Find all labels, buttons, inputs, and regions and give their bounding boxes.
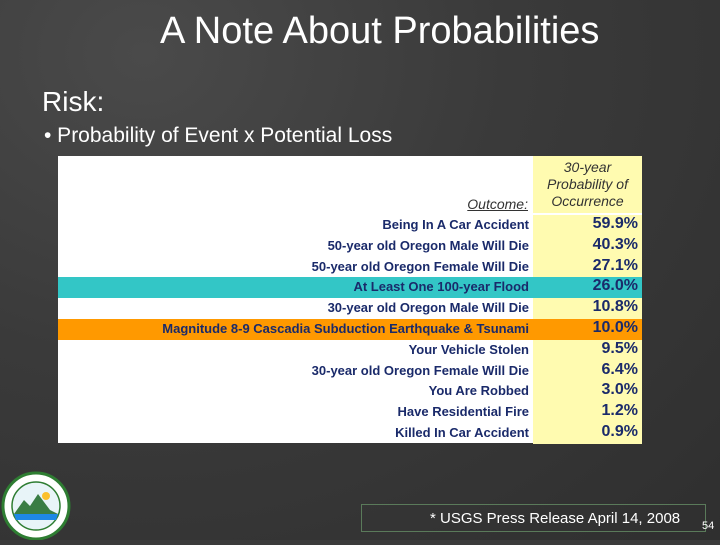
probability-table: 30-year Probability of Occurrence Outcom… xyxy=(58,156,642,444)
outcome-label: You Are Robbed xyxy=(428,383,529,399)
outcome-label: 30-year old Oregon Female Will Die xyxy=(311,362,529,378)
bullet-point: • Probability of Event x Potential Loss xyxy=(44,124,393,147)
table-row: You Are Robbed 3.0% xyxy=(58,381,642,403)
slide-subhead: Risk: xyxy=(42,86,105,117)
table-row: Have Residential Fire 1.2% xyxy=(58,402,642,423)
probability-value: 6.4% xyxy=(601,360,638,378)
outcome-label: 50-year old Oregon Male Will Die xyxy=(327,237,529,253)
page-number: 54 xyxy=(702,520,715,532)
outcome-header: Outcome: xyxy=(467,196,528,212)
header-line-2: Probability of xyxy=(547,176,628,192)
table-rows: Being In A Car Accident 59.9% 50-year old… xyxy=(58,215,642,444)
probability-value: 59.9% xyxy=(592,215,638,232)
probability-column-header: 30-year Probability of Occurrence xyxy=(533,156,642,213)
table-row: 50-year old Oregon Female Will Die 27.1% xyxy=(58,256,642,278)
outcome-label: Your Vehicle Stolen xyxy=(408,341,529,357)
outcome-label: Killed In Car Accident xyxy=(395,424,529,440)
table-row: Being In A Car Accident 59.9% xyxy=(58,215,642,236)
probability-value: 10.8% xyxy=(592,298,638,316)
probability-value: 1.2% xyxy=(601,402,638,420)
table-row: 30-year old Oregon Female Will Die 6.4% xyxy=(58,360,642,382)
footer-citation: * USGS Press Release April 14, 2008 xyxy=(430,510,681,527)
header-line-1: 30-year xyxy=(563,159,612,175)
header-line-3: Occurrence xyxy=(551,193,624,209)
probability-value: 9.5% xyxy=(601,339,638,357)
probability-value: 27.1% xyxy=(592,256,638,274)
outcome-label: 30-year old Oregon Male Will Die xyxy=(327,300,529,316)
table-row-earthquake-highlight: Magnitude 8-9 Cascadia Subduction Earthq… xyxy=(58,318,642,340)
table-row: Your Vehicle Stolen 9.5% xyxy=(58,339,642,361)
probability-value: 26.0% xyxy=(592,277,638,295)
slide-title: A Note About Probabilities xyxy=(160,10,600,52)
table-row: 30-year old Oregon Male Will Die 10.8% xyxy=(58,298,642,319)
table-row: Killed In Car Accident 0.9% xyxy=(58,422,642,444)
outcome-label: Have Residential Fire xyxy=(397,404,530,420)
outcome-label: Being In A Car Accident xyxy=(382,217,529,232)
footer-box xyxy=(361,504,706,532)
outcome-label: At Least One 100-year Flood xyxy=(353,279,529,295)
probability-value: 10.0% xyxy=(592,318,638,336)
table-row: 50-year old Oregon Male Will Die 40.3% xyxy=(58,235,642,257)
probability-value: 3.0% xyxy=(601,381,638,399)
outcome-label: 50-year old Oregon Female Will Die xyxy=(311,258,529,274)
outcome-label: Magnitude 8-9 Cascadia Subduction Earthq… xyxy=(162,320,529,336)
oregon-seal-icon xyxy=(0,466,72,541)
probability-value: 0.9% xyxy=(601,422,638,440)
table-row-flood-highlight: At Least One 100-year Flood 26.0% xyxy=(58,277,642,299)
probability-value: 40.3% xyxy=(592,235,638,253)
